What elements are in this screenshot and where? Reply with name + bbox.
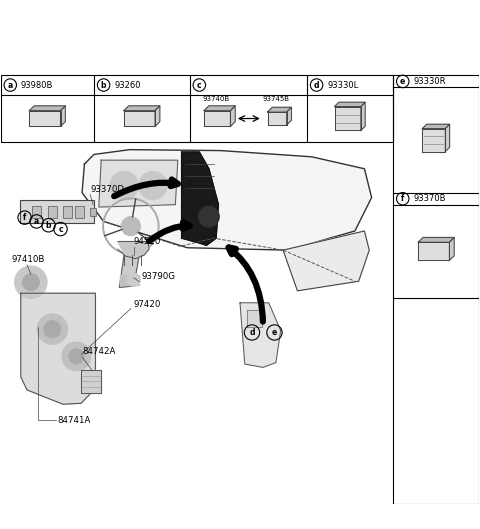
Polygon shape — [99, 160, 178, 207]
Polygon shape — [335, 102, 365, 106]
Circle shape — [62, 342, 91, 371]
Text: b: b — [101, 80, 107, 89]
Text: 84742A: 84742A — [82, 348, 115, 357]
Polygon shape — [247, 310, 262, 327]
Polygon shape — [449, 238, 454, 260]
Polygon shape — [124, 106, 160, 111]
Polygon shape — [287, 107, 291, 125]
Polygon shape — [422, 129, 445, 151]
Text: 93330R: 93330R — [413, 77, 446, 86]
Text: 93740B: 93740B — [202, 96, 229, 102]
Polygon shape — [240, 303, 281, 368]
Polygon shape — [181, 152, 218, 245]
Text: 93980B: 93980B — [21, 80, 53, 89]
Polygon shape — [81, 370, 101, 393]
Polygon shape — [283, 231, 369, 291]
Polygon shape — [418, 242, 449, 260]
Circle shape — [22, 273, 39, 291]
Text: a: a — [34, 217, 39, 226]
Text: 97420: 97420 — [134, 299, 161, 308]
Bar — [0, 76, 393, 142]
Circle shape — [139, 171, 167, 200]
Circle shape — [127, 273, 141, 287]
Polygon shape — [335, 106, 361, 131]
Text: d: d — [249, 328, 255, 337]
Bar — [20, 200, 94, 223]
Text: b: b — [46, 221, 51, 230]
Circle shape — [198, 206, 219, 227]
Polygon shape — [204, 106, 235, 111]
Polygon shape — [82, 150, 372, 250]
Text: 93370B: 93370B — [413, 194, 446, 203]
Bar — [75, 206, 84, 217]
Circle shape — [14, 266, 47, 298]
Polygon shape — [155, 106, 160, 126]
Text: 93370D: 93370D — [90, 185, 124, 194]
Text: c: c — [58, 225, 63, 234]
Text: a: a — [8, 80, 13, 89]
Bar — [32, 206, 41, 217]
Polygon shape — [267, 107, 291, 112]
Text: d: d — [314, 80, 319, 89]
Polygon shape — [120, 275, 139, 285]
Text: 93260: 93260 — [114, 80, 141, 89]
Circle shape — [110, 171, 139, 200]
Text: f: f — [401, 194, 405, 203]
Text: e: e — [400, 77, 405, 86]
Polygon shape — [21, 293, 96, 404]
Text: f: f — [23, 213, 26, 222]
Text: 84741A: 84741A — [57, 416, 91, 425]
Polygon shape — [29, 106, 65, 111]
Polygon shape — [29, 111, 60, 126]
Polygon shape — [118, 242, 149, 259]
Polygon shape — [361, 102, 365, 131]
Polygon shape — [204, 111, 230, 126]
Circle shape — [69, 349, 84, 364]
Bar — [90, 208, 96, 216]
Text: c: c — [197, 80, 202, 89]
Polygon shape — [60, 106, 65, 126]
Circle shape — [44, 321, 61, 338]
Polygon shape — [418, 238, 454, 242]
Polygon shape — [445, 124, 450, 151]
Polygon shape — [267, 112, 287, 125]
Text: e: e — [272, 328, 277, 337]
Text: 94520: 94520 — [134, 238, 161, 247]
Text: 93330L: 93330L — [327, 80, 359, 89]
Polygon shape — [124, 111, 155, 126]
Polygon shape — [422, 124, 450, 129]
Polygon shape — [120, 254, 140, 287]
Text: 97410B: 97410B — [11, 256, 45, 264]
Circle shape — [121, 217, 141, 236]
Bar — [48, 206, 57, 217]
Bar — [63, 206, 72, 217]
Text: 93745B: 93745B — [263, 96, 289, 102]
Circle shape — [37, 314, 68, 344]
Text: 93790G: 93790G — [142, 272, 176, 281]
Polygon shape — [230, 106, 235, 126]
